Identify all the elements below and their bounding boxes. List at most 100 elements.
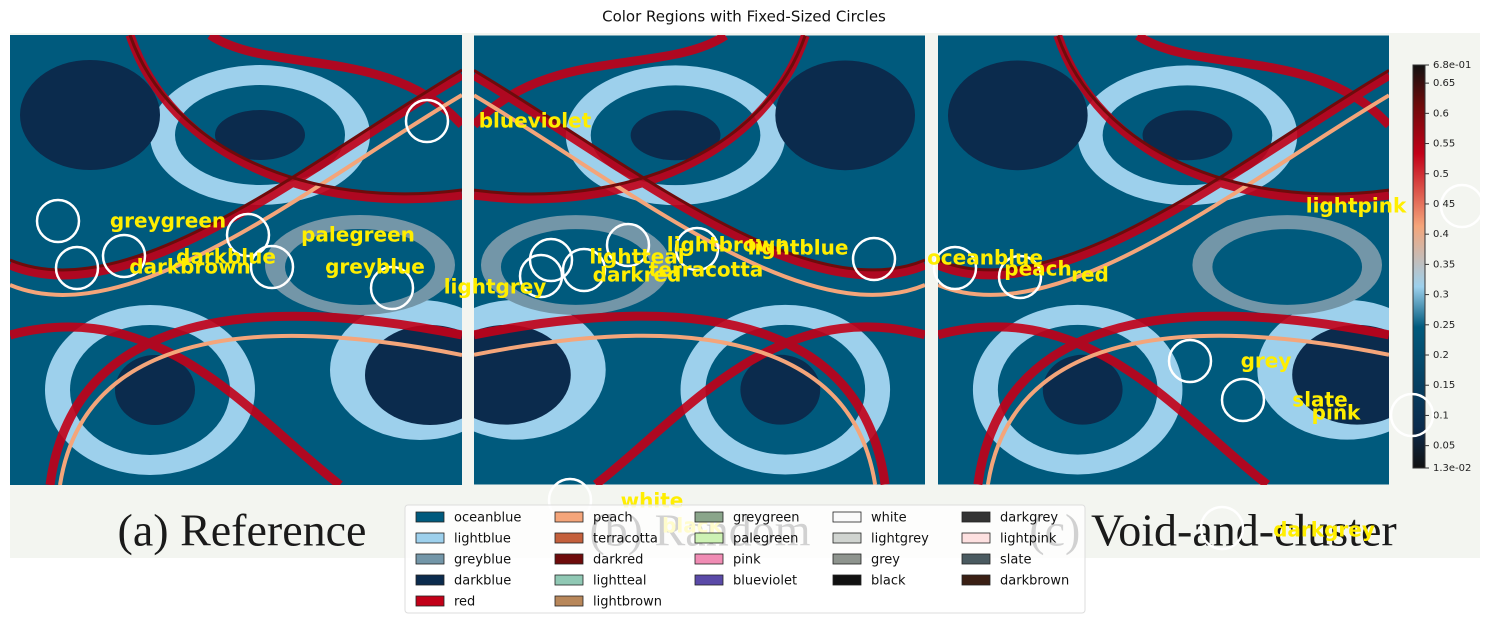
legend-swatch xyxy=(832,553,862,565)
legend-label: darkblue xyxy=(454,574,511,589)
marker-circle xyxy=(369,265,415,311)
legend-swatch xyxy=(554,511,584,523)
legend-label: lightblue xyxy=(454,532,511,547)
marker-circle xyxy=(518,253,564,299)
marker-circle xyxy=(1199,505,1245,551)
marker-circle xyxy=(1220,377,1266,423)
marker-circle xyxy=(249,244,295,290)
annotation-label: greyblue xyxy=(325,255,425,279)
legend-label: slate xyxy=(1000,553,1031,568)
legend-label: lightgrey xyxy=(871,532,929,547)
colorbar-tick-label: 1.3e-02 xyxy=(1433,463,1471,474)
legend-label: lightbrown xyxy=(593,595,662,610)
marker-circle xyxy=(851,236,897,282)
marker-circle xyxy=(1439,183,1485,229)
legend-label: greygreen xyxy=(733,511,800,526)
legend-label: red xyxy=(454,595,475,610)
legend-label: lightpink xyxy=(1000,532,1057,547)
panel-caption: (a) Reference xyxy=(118,505,367,556)
legend-label: grey xyxy=(871,553,900,568)
annotation-label: blueviolet xyxy=(479,109,592,133)
annotation-label: lightteal xyxy=(589,245,684,269)
annotation-label: grey xyxy=(1241,349,1292,373)
legend-swatch xyxy=(961,532,991,544)
marker-circle xyxy=(35,198,81,244)
annotation-label: oceanblue xyxy=(927,246,1043,270)
colorbar-tick-label: 0.6 xyxy=(1433,108,1449,119)
colorbar xyxy=(1412,64,1426,469)
legend-box xyxy=(404,504,1086,614)
marker-circle xyxy=(997,254,1043,300)
annotation-label: greygreen xyxy=(110,209,226,233)
annotation-label: darkbrown xyxy=(129,255,251,279)
legend-swatch xyxy=(832,511,862,523)
legend-swatch xyxy=(694,511,724,523)
marker-circle xyxy=(1389,392,1435,438)
legend-swatch xyxy=(694,574,724,586)
legend-label: oceanblue xyxy=(454,511,521,526)
annotation-label: lightpink xyxy=(1306,194,1407,218)
legend-swatch xyxy=(415,574,445,586)
legend-swatch xyxy=(554,532,584,544)
legend-swatch xyxy=(415,553,445,565)
legend-label: black xyxy=(871,574,906,589)
legend-swatch xyxy=(554,595,584,607)
colorbar-tick-label: 0.15 xyxy=(1433,380,1455,391)
marker-circle xyxy=(1167,338,1213,384)
marker-circle xyxy=(101,233,147,279)
legend-label: peach xyxy=(593,511,633,526)
title: Color Regions with Fixed-Sized Circles xyxy=(602,8,886,26)
colorbar-tick-label: 0.3 xyxy=(1433,290,1449,301)
annotation-label: darkblue xyxy=(176,245,276,269)
legend-label: palegreen xyxy=(733,532,798,547)
marker-circle xyxy=(54,245,100,291)
annotation-label: darkgrey xyxy=(1273,518,1375,542)
annotation-label: lightblue xyxy=(748,236,849,260)
legend-swatch xyxy=(694,553,724,565)
legend-label: greyblue xyxy=(454,553,511,568)
legend-label: pink xyxy=(733,553,761,568)
annotation-label: lightbrown xyxy=(667,233,789,257)
marker-circle xyxy=(674,226,720,272)
annotation-label: slate xyxy=(1292,388,1347,412)
marker-circle xyxy=(561,247,607,293)
marker-circle xyxy=(404,98,450,144)
legend-swatch xyxy=(554,553,584,565)
legend-swatch xyxy=(415,595,445,607)
marker-circle xyxy=(225,212,271,258)
legend-swatch xyxy=(415,532,445,544)
colorbar-tick-label: 0.2 xyxy=(1433,350,1449,361)
legend-label: darkred xyxy=(593,553,643,568)
marker-circle xyxy=(605,222,651,268)
colorbar-tick-label: 0.5 xyxy=(1433,169,1449,180)
colorbar-tick-label: 0.25 xyxy=(1433,320,1455,331)
colorbar-tick-label: 0.05 xyxy=(1433,441,1455,452)
annotation-label: darkred xyxy=(593,263,682,287)
marker-circle xyxy=(932,245,978,291)
annotation-label: peach xyxy=(1004,257,1071,281)
legend-swatch xyxy=(415,511,445,523)
legend-label: lightteal xyxy=(593,574,647,589)
colorbar-tick-label: 0.45 xyxy=(1433,199,1455,210)
legend-swatch xyxy=(832,574,862,586)
legend-label: blueviolet xyxy=(733,574,797,589)
annotation-label: palegreen xyxy=(301,223,415,247)
colorbar-tick-label: 0.65 xyxy=(1433,78,1455,89)
colorbar-tick-label: 0.55 xyxy=(1433,139,1455,150)
legend-swatch xyxy=(694,532,724,544)
annotation-label: pink xyxy=(1312,401,1361,425)
colorbar-tick-label: 6.8e-01 xyxy=(1433,60,1471,71)
colorbar-tick-label: 0.1 xyxy=(1433,410,1449,421)
marker-circle xyxy=(528,237,574,283)
annotation-label: lightgrey xyxy=(444,275,547,299)
legend-label: darkgrey xyxy=(1000,511,1058,526)
legend-label: darkbrown xyxy=(1000,574,1069,589)
colorbar-tick-label: 0.4 xyxy=(1433,229,1449,240)
annotation-label: red xyxy=(1071,263,1109,287)
colorbar-tick-label: 0.35 xyxy=(1433,259,1455,270)
legend-swatch xyxy=(961,574,991,586)
annotation-label: terracotta xyxy=(649,258,764,282)
legend-swatch xyxy=(554,574,584,586)
legend-label: terracotta xyxy=(593,532,658,547)
